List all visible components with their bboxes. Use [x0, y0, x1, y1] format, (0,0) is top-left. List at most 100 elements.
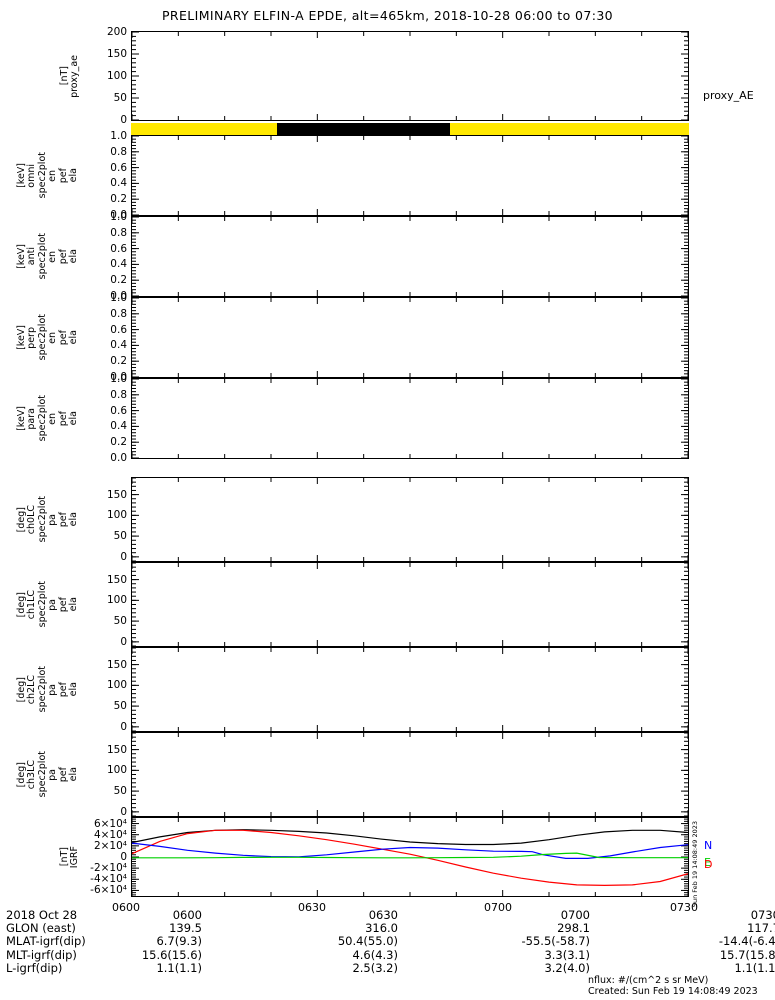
- y-axis-label-line: [deg]: [15, 761, 27, 788]
- y-axis-label-line: ela: [68, 411, 79, 426]
- annotation-value: -14.4(-6.4): [718, 934, 775, 949]
- y-axis-label-line: spec2plot: [36, 395, 48, 442]
- annotation-row-label: MLT-igrf(dip): [6, 947, 77, 962]
- y-tick-label: 0.8: [110, 307, 127, 320]
- y-tick-label: 50: [113, 91, 127, 104]
- y-axis-label-line: para: [26, 407, 37, 430]
- y-tick-label: -6×10⁴: [90, 884, 127, 897]
- panel-canvas-en-para: [132, 379, 688, 458]
- series-n: [132, 842, 688, 859]
- annotation-value: 0600: [172, 908, 202, 922]
- y-tick-label: 0.0: [110, 370, 127, 383]
- annotation-value: -55.5(-58.7): [521, 934, 590, 949]
- y-tick-label: 0.4: [110, 258, 127, 271]
- y-axis-label-line: spec2plot: [36, 233, 48, 280]
- annotation-value: 117.7: [747, 921, 775, 936]
- annotation-value: 6.7(9.3): [156, 934, 202, 949]
- y-axis-label-line: en: [47, 412, 58, 425]
- y-axis-label-line: spec2plot: [36, 314, 48, 361]
- annotation-value: 15.7(15.8): [719, 947, 775, 962]
- y-tick-label: 0: [120, 550, 127, 563]
- y-tick-label: 100: [106, 594, 127, 607]
- y-tick-labels-pa-ch0lc: 0 50 100 150: [83, 478, 127, 561]
- panel-canvas-proxy-ae: [132, 32, 688, 120]
- igrf-legend-n: N: [704, 839, 713, 852]
- y-axis-label-line: anti: [26, 247, 37, 266]
- y-axis-label-proxy-ae: proxy_ae [nT]: [59, 31, 81, 121]
- y-tick-label: 50: [113, 699, 127, 712]
- y-tick-label: 0: [120, 805, 127, 818]
- annotation-row-label: 2018 Oct 28: [6, 908, 78, 922]
- y-tick-label: 0.2: [110, 435, 127, 448]
- y-tick-label: 0.2: [110, 354, 127, 367]
- annotation-row-label: GLON (east): [6, 921, 76, 936]
- panel-canvas-pa-ch3lc: [132, 733, 688, 816]
- y-tick-label: 0.6: [110, 404, 127, 417]
- y-axis-label-line: pa: [47, 683, 58, 696]
- y-axis-label-line: [nT]: [58, 66, 70, 86]
- y-axis-label-line: pa: [47, 768, 58, 781]
- y-axis-label-line: omni: [26, 163, 37, 188]
- y-axis-label-line: ela: [68, 597, 79, 612]
- y-axis-label-line: IGRF: [69, 845, 80, 869]
- x-tick-label: 0630: [297, 901, 326, 914]
- created-timestamp: Created: Sun Feb 19 14:08:49 2023: [588, 986, 758, 997]
- y-axis-label-line: pef: [57, 681, 69, 698]
- y-axis-label-line: proxy_ae: [69, 54, 80, 98]
- y-tick-label: 2×10⁴: [93, 839, 127, 852]
- y-tick-label: -4×10⁴: [90, 873, 127, 886]
- y-tick-labels-pa-ch2lc: 0 50 100 150: [83, 648, 127, 731]
- panel-canvas-en-anti: [132, 217, 688, 296]
- y-tick-label: 0: [120, 113, 127, 126]
- y-tick-labels-pa-ch3lc: 0 50 100 150: [83, 733, 127, 816]
- proxy-ae-legend-label: proxy_AE: [703, 89, 754, 102]
- y-axis-label-en-para: ela pef en spec2plot para [keV]: [15, 378, 81, 459]
- panel-pa-ch2lc: [131, 647, 689, 732]
- y-axis-label-line: spec2plot: [36, 496, 48, 543]
- y-axis-label-pa-ch3lc: ela pef pa spec2plot ch3LC [deg]: [15, 732, 81, 817]
- y-axis-label-line: ela: [68, 249, 79, 264]
- y-axis-label-line: ch0LC: [26, 504, 37, 535]
- y-tick-label: 150: [106, 488, 127, 501]
- y-tick-label: 0.8: [110, 226, 127, 239]
- y-axis-label-line: pef: [57, 329, 69, 346]
- annotation-value: 15.6(15.6): [141, 947, 202, 962]
- y-axis-label-line: pa: [47, 598, 58, 611]
- y-axis-label-line: pef: [57, 511, 69, 528]
- y-tick-label: 0.6: [110, 161, 127, 174]
- y-axis-label-line: [keV]: [15, 244, 27, 269]
- y-tick-label: 0.4: [110, 177, 127, 190]
- y-tick-label: 200: [106, 25, 127, 38]
- igrf-legend-e: E: [704, 856, 711, 869]
- annotation-value: 4.6(4.3): [352, 947, 398, 962]
- panel-en-perp: [131, 297, 689, 378]
- panel-canvas-pa-ch1lc: [132, 563, 688, 646]
- y-tick-label: 150: [106, 47, 127, 60]
- y-axis-label-line: pef: [57, 596, 69, 613]
- panel-pa-ch1lc: [131, 562, 689, 647]
- y-tick-label: 4×10⁴: [93, 828, 127, 841]
- x-tick-label: 0700: [484, 901, 513, 914]
- status-bar-segment: [131, 123, 278, 135]
- y-tick-label: 0.6: [110, 242, 127, 255]
- y-axis-label-line: [deg]: [15, 591, 27, 618]
- y-tick-label: 1.0: [110, 210, 127, 223]
- y-axis-label-line: ela: [68, 512, 79, 527]
- y-tick-label: 150: [106, 573, 127, 586]
- y-tick-labels-en-perp: 0.0 0.2 0.4 0.6 0.8 1.0: [83, 293, 127, 382]
- y-axis-label-line: spec2plot: [36, 666, 48, 713]
- y-axis-label-line: pa: [47, 513, 58, 526]
- y-tick-label: 0: [120, 720, 127, 733]
- y-axis-label-pa-ch2lc: ela pef pa spec2plot ch2LC [deg]: [15, 647, 81, 732]
- annotation-value: 1.1(1.1): [156, 960, 202, 975]
- y-tick-label: 50: [113, 529, 127, 542]
- y-axis-label-line: pef: [57, 248, 69, 265]
- x-tick-label: 0730: [670, 901, 698, 914]
- annotation-value: 0700: [560, 908, 590, 922]
- y-axis-label-line: en: [47, 250, 58, 263]
- y-tick-label: 0.4: [110, 339, 127, 352]
- y-axis-label-line: perp: [26, 326, 37, 349]
- y-tick-labels-proxy-ae: 0 50 100 150 200: [83, 27, 127, 125]
- annotation-value: 50.4(55.0): [337, 934, 398, 949]
- y-tick-label: 0.0: [110, 289, 127, 302]
